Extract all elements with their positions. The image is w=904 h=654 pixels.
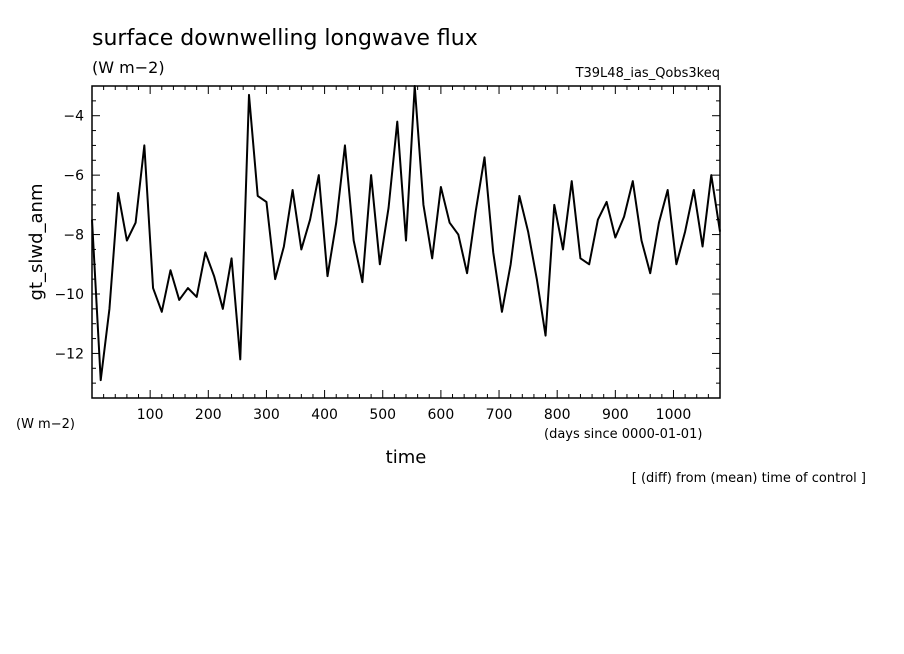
y-tick-label: −6 [63,168,84,184]
x-tick-label: 100 [137,407,164,423]
x-tick-label: 300 [253,407,280,423]
y-tick-label: −10 [54,287,84,303]
x-tick-label: 1000 [656,407,692,423]
y-tick-label: −4 [63,109,84,125]
y-axis-ticks: −12 −10 −8 −6 −4 [54,100,720,384]
x-tick-label: 200 [195,407,222,423]
plot-frame [91,85,721,399]
experiment-label: T39L48_ias_Qobs3keq [575,66,720,81]
y-tick-label: −12 [54,346,84,362]
x-axis-units: (days since 0000-01-01) [544,427,702,442]
x-tick-label: 500 [369,407,396,423]
note-label: [ (diff) from (mean) time of control ] [632,471,866,486]
x-tick-label: 400 [311,407,338,423]
x-axis-ticks: 100 200 300 400 500 600 700 800 900 1000 [103,86,721,423]
y-axis-units: (W m−2) [16,417,75,432]
x-axis-label: time [386,447,427,468]
x-tick-label: 800 [544,407,571,423]
x-tick-label: 600 [428,407,455,423]
y-tick-label: −8 [63,228,84,244]
chart-title: surface downwelling longwave flux [92,26,478,51]
y-axis-label: gt_slwd_anm [26,184,47,301]
series-line [91,85,721,382]
chart-units: (W m−2) [92,58,165,77]
x-tick-label: 700 [486,407,513,423]
x-tick-label: 900 [602,407,629,423]
